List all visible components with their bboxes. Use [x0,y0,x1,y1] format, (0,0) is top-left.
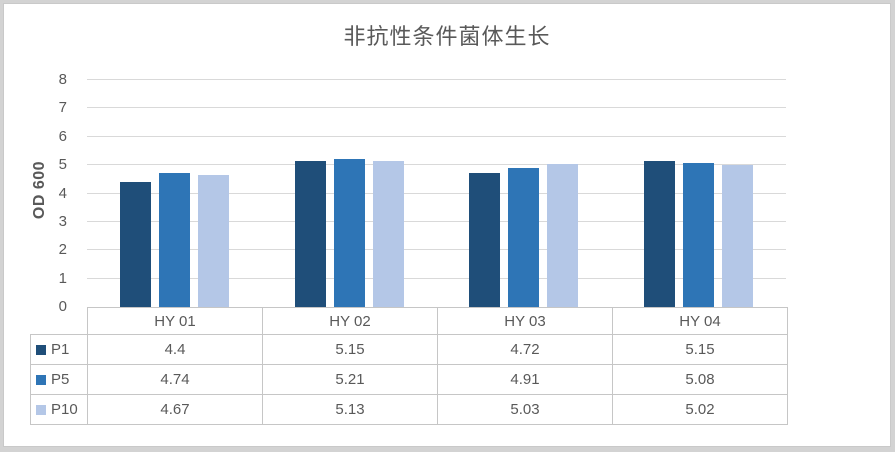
bar-p10-hy03 [547,164,579,307]
col-header-hy04: HY 04 [612,307,788,335]
y-tick-label: 5 [58,156,67,174]
bar-p1-hy04 [644,160,676,307]
value-p5-hy02: 5.21 [262,364,438,395]
bar-p1-hy01 [119,182,151,307]
legend-cell-p1: P1 [30,334,88,365]
table-row-p1: P1 4.4 5.15 4.72 5.15 [30,334,788,365]
value-p1-hy03: 4.72 [437,334,613,365]
bar-p10-hy02 [372,161,404,307]
table-row-p10: P10 4.67 5.13 5.03 5.02 [30,394,788,425]
value-p5-hy01: 4.74 [87,364,263,395]
y-tick-label: 8 [58,71,67,88]
value-p5-hy03: 4.91 [437,364,613,395]
y-tick-label: 4 [58,184,67,202]
series-name-p1: P1 [51,341,70,358]
value-p10-hy04: 5.02 [612,394,788,425]
gridline [87,192,786,194]
legend-cell-p5: P5 [30,364,88,395]
bar-p10-hy01 [197,174,229,307]
y-tick-label: 6 [58,127,67,145]
col-header-hy01: HY 01 [87,307,263,335]
bar-p1-hy02 [294,160,326,307]
chart-title: 非抗性条件菌体生长 [343,24,551,49]
value-p1-hy04: 5.15 [612,334,788,365]
legend-cell-p10: P10 [30,394,88,425]
table-row-p5: P5 4.74 5.21 4.91 5.08 [30,364,788,395]
y-tick-label: 1 [58,269,67,287]
gridline [87,164,786,166]
series-name-p5: P5 [51,371,70,388]
value-p10-hy03: 5.03 [437,394,613,425]
gridline [87,220,786,222]
legend-swatch-p1 [36,345,46,355]
y-tick-label: 3 [58,212,67,230]
legend-swatch-p5 [36,375,46,385]
bar-p5-hy03 [508,167,540,307]
bar-p5-hy02 [333,159,365,307]
gridline [87,249,786,251]
data-table: HY 01 HY 02 HY 03 HY 04 P1 4.4 5.15 4.72 5.15 P5 4… [30,307,788,425]
col-header-hy03: HY 03 [437,307,613,335]
bar-p5-hy04 [683,162,715,307]
y-tick-label: 0 [58,298,67,315]
gridline [87,79,786,80]
value-p1-hy02: 5.15 [262,334,438,365]
gridline [87,277,786,279]
bar-p1-hy03 [469,173,501,307]
value-p10-hy02: 5.13 [262,394,438,425]
bar-p10-hy04 [722,164,754,307]
series-name-p10: P10 [51,401,78,418]
y-tick-label: 7 [58,99,67,117]
value-p1-hy01: 4.4 [87,334,263,365]
col-header-hy02: HY 02 [262,307,438,335]
value-p10-hy01: 4.67 [87,394,263,425]
table-header-row: HY 01 HY 02 HY 03 HY 04 [30,307,788,335]
bar-p5-hy01 [158,172,190,307]
legend-swatch-p10 [36,405,46,415]
gridline [87,107,786,109]
gridline [87,135,786,137]
y-tick-label: 2 [58,241,67,259]
value-p5-hy04: 5.08 [612,364,788,395]
